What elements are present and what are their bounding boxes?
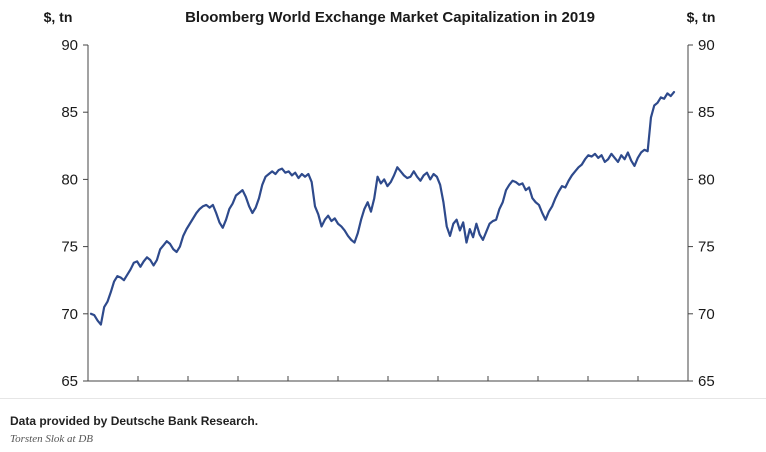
series-line: [89, 90, 676, 326]
chart-title: Bloomberg World Exchange Market Capitali…: [185, 9, 595, 26]
x-axis-ticks: [87, 376, 689, 381]
left-axis-unit: $, tn: [44, 9, 73, 25]
right-axis-ticks: 65 70 75 80 85 90: [688, 37, 715, 390]
left-tick-label: 80: [61, 171, 78, 188]
right-tick-label: 75: [698, 239, 715, 256]
right-tick-label: 80: [698, 171, 715, 188]
right-tick-label: 90: [698, 37, 715, 54]
caption-divider: [0, 398, 766, 399]
right-axis-unit: $, tn: [687, 9, 716, 25]
right-tick-label: 70: [698, 306, 715, 323]
right-tick-label: 65: [698, 373, 715, 390]
left-tick-label: 70: [61, 306, 78, 323]
source-caption: Data provided by Deutsche Bank Research.: [10, 414, 259, 428]
left-axis-ticks: 65 70 75 80 85 90: [61, 37, 88, 390]
left-tick-label: 75: [61, 239, 78, 256]
chart: Bloomberg World Exchange Market Capitali…: [44, 9, 716, 390]
left-tick-label: 85: [61, 104, 78, 121]
left-tick-label: 90: [61, 37, 78, 54]
right-tick-label: 85: [698, 104, 715, 121]
left-tick-label: 65: [61, 373, 78, 390]
author-credit: Torsten Slok at DB: [10, 433, 94, 445]
